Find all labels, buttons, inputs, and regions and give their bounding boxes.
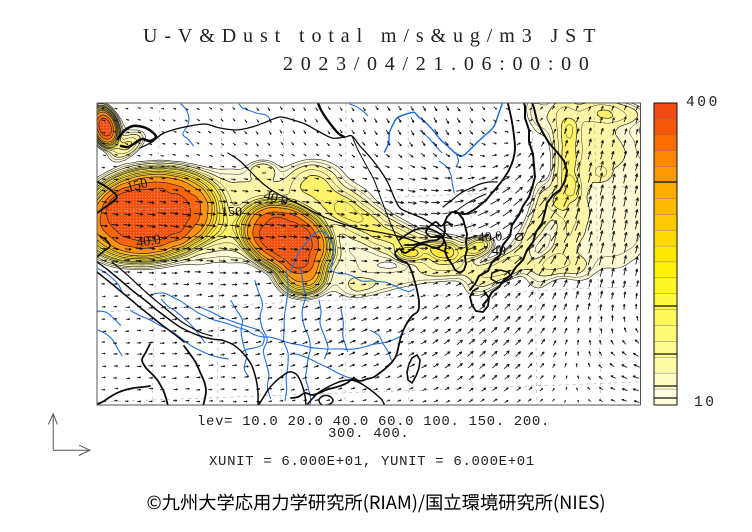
svg-text:400: 400 [686,95,720,111]
svg-text:300. 400.: 300. 400. [328,426,409,442]
svg-text:U-V&Dust total m/s&ug/m3 JST: U-V&Dust total m/s&ug/m3 JST [143,25,602,47]
svg-text:40.0: 40.0 [135,233,161,251]
svg-text:2023/04/21.06:00:00: 2023/04/21.06:00:00 [283,53,597,75]
svg-text:40.0: 40.0 [477,229,502,246]
svg-text:lev= 10.0 20.0 40.0 60.0 100.: lev= 10.0 20.0 40.0 60.0 100. 150. 200. [197,414,550,430]
svg-text:150: 150 [221,205,242,220]
svg-text:150: 150 [125,176,149,196]
svg-text:10: 10 [694,395,717,411]
svg-text:XUNIT = 6.000E+01, YUNIT = 6.0: XUNIT = 6.000E+01, YUNIT = 6.000E+01 [209,454,535,470]
svg-text:40: 40 [492,244,506,259]
svg-text:40 0: 40 0 [262,188,290,209]
